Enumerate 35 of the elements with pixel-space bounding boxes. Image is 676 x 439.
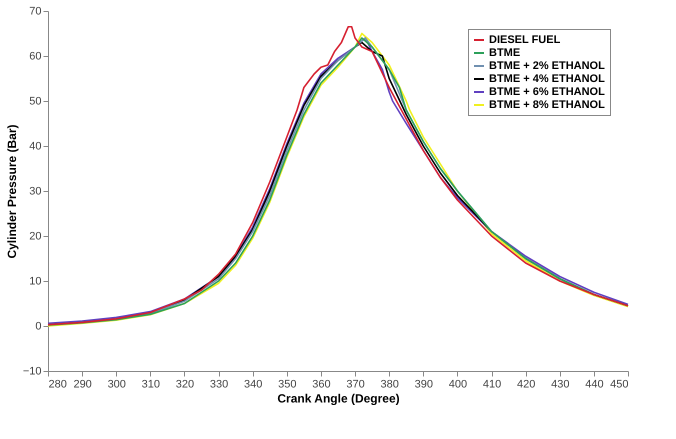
x-tick-label: 350 [278, 378, 297, 390]
legend-label: BTME + 2% ETHANOL [489, 60, 606, 72]
legend-label: BTME [489, 47, 520, 59]
legend-label: BTME + 4% ETHANOL [489, 73, 606, 85]
y-tick-label: 40 [29, 140, 42, 152]
x-tick-label: 300 [108, 378, 126, 390]
x-tick-label: 450 [610, 378, 628, 390]
x-tick-label: 440 [585, 378, 604, 390]
x-tick-label: 420 [516, 378, 536, 390]
y-tick-label: 30 [29, 186, 42, 198]
x-tick-label: 370 [346, 378, 365, 390]
x-tick-label: 330 [210, 378, 228, 390]
x-tick-label: 400 [448, 378, 468, 390]
x-tick-label: 390 [414, 378, 433, 390]
y-tick-label: 20 [29, 230, 42, 242]
y-tick-label: 10 [29, 276, 42, 288]
y-tick-label: 0 [35, 320, 42, 332]
x-tick-label: 290 [73, 378, 92, 390]
y-tick-label: 70 [29, 6, 42, 18]
x-tick-label: 430 [551, 378, 570, 390]
x-tick-label: 410 [482, 378, 502, 390]
legend-label: DIESEL FUEL [489, 34, 561, 46]
x-tick-label: 380 [380, 378, 399, 390]
x-tick-label: 320 [176, 378, 194, 390]
y-tick-label: 60 [29, 50, 42, 62]
y-tick-label: 50 [29, 96, 42, 108]
y-axis-title: Cylinder Pressure (Bar) [4, 124, 19, 259]
y-tick-label: −10 [22, 366, 42, 378]
x-axis-title: Crank Angle (Degree) [277, 392, 400, 406]
legend-label: BTME + 8% ETHANOL [489, 99, 606, 111]
x-tick-label: 310 [142, 378, 160, 390]
legend-label: BTME + 6% ETHANOL [489, 86, 606, 98]
x-tick-label: 340 [244, 378, 262, 390]
x-tick-label: 360 [312, 378, 331, 390]
x-tick-label: 280 [48, 378, 67, 390]
